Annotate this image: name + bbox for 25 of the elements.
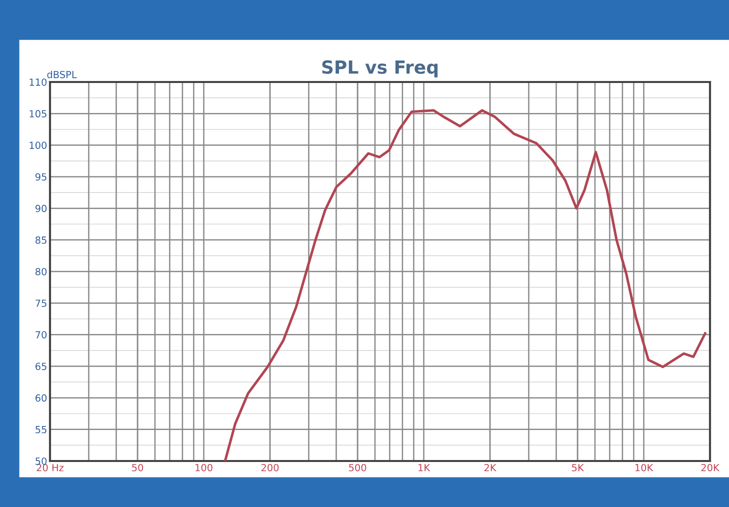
x-tick-label: 5K [572, 464, 584, 472]
x-tick-label: 100 [196, 464, 212, 472]
x-tick-label: 2K [484, 464, 496, 472]
y-tick-label: 65 [36, 362, 46, 370]
y-tick-label: 110 [30, 78, 47, 86]
y-tick-label: 100 [30, 142, 47, 149]
y-tick-label: 50 [36, 457, 47, 465]
chart-title: SPL vs Freq [322, 60, 438, 78]
y-tick-label: 60 [36, 394, 47, 402]
x-tick-label: 20 Hz [36, 464, 64, 472]
y-tick-label: 80 [36, 268, 47, 276]
y-tick-label: 95 [35, 173, 46, 181]
y-tick-label: 75 [36, 300, 46, 307]
x-tick-label: 10K [635, 464, 654, 472]
y-tick-label: 105 [30, 110, 46, 118]
x-tick-label: 20K [701, 464, 720, 472]
x-tick-label: 50 [132, 464, 144, 472]
y-tick-label: 90 [35, 204, 47, 212]
x-tick-label: 500 [349, 464, 366, 472]
y-tick-label: 55 [36, 426, 46, 434]
x-tick-label: 200 [261, 464, 279, 472]
y-tick-label: 70 [36, 331, 47, 338]
y-axis-title: dBSPL [47, 70, 77, 78]
y-tick-label: 85 [36, 236, 46, 244]
x-tick-label: 1K [418, 464, 430, 472]
